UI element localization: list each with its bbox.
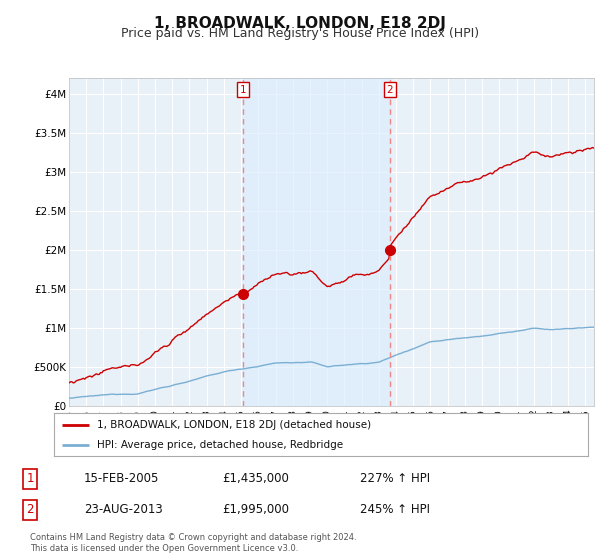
Text: £1,435,000: £1,435,000 xyxy=(222,472,289,486)
Text: Price paid vs. HM Land Registry's House Price Index (HPI): Price paid vs. HM Land Registry's House … xyxy=(121,27,479,40)
Text: Contains HM Land Registry data © Crown copyright and database right 2024.
This d: Contains HM Land Registry data © Crown c… xyxy=(30,533,356,553)
Bar xyxy=(243,78,390,406)
Text: 1, BROADWALK, LONDON, E18 2DJ (detached house): 1, BROADWALK, LONDON, E18 2DJ (detached … xyxy=(97,419,371,430)
Text: 2: 2 xyxy=(26,503,34,516)
Text: 2: 2 xyxy=(386,85,393,95)
Text: 1, BROADWALK, LONDON, E18 2DJ: 1, BROADWALK, LONDON, E18 2DJ xyxy=(154,16,446,31)
Text: 245% ↑ HPI: 245% ↑ HPI xyxy=(360,503,430,516)
Text: £1,995,000: £1,995,000 xyxy=(222,503,289,516)
Text: 1: 1 xyxy=(240,85,247,95)
Text: 15-FEB-2005: 15-FEB-2005 xyxy=(84,472,160,486)
Text: 23-AUG-2013: 23-AUG-2013 xyxy=(84,503,163,516)
Text: 227% ↑ HPI: 227% ↑ HPI xyxy=(360,472,430,486)
Text: HPI: Average price, detached house, Redbridge: HPI: Average price, detached house, Redb… xyxy=(97,440,343,450)
Text: 1: 1 xyxy=(26,472,34,486)
